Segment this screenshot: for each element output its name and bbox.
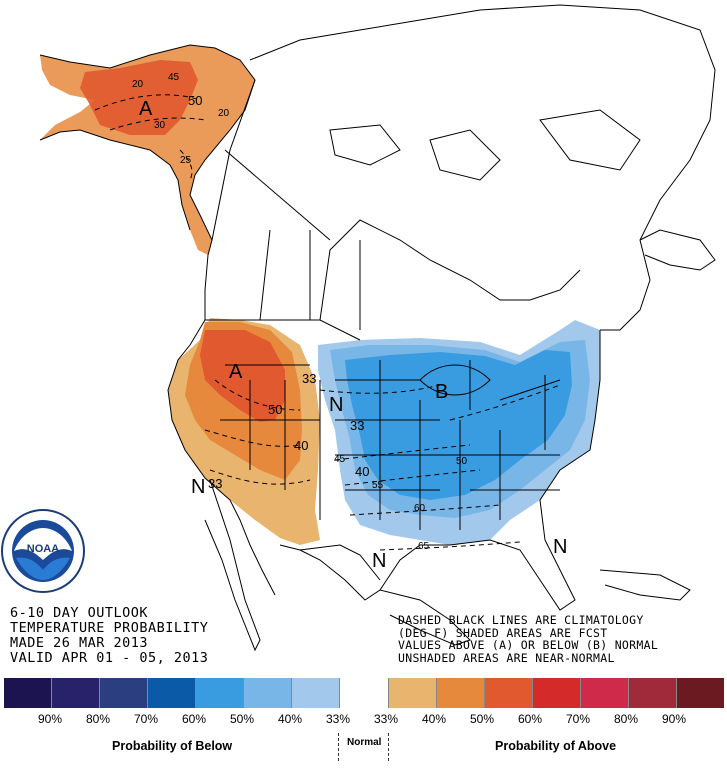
marker-normal-southwest: N (191, 476, 206, 498)
legend-divider-right (388, 733, 389, 761)
marker-normal-central: N (329, 394, 344, 416)
outlook-info: 6-10 DAY OUTLOOK TEMPERATURE PROBABILITY… (10, 606, 310, 666)
climatology-contours (94, 94, 561, 551)
legend-label: 90% (662, 712, 687, 726)
marker-normal-gulf: N (372, 550, 387, 572)
legend-swatch (196, 678, 245, 708)
marker-normal-southeast: N (553, 536, 568, 558)
west-above-area (168, 318, 320, 545)
legend-label: 60% (182, 712, 207, 726)
outlook-title-line1: 6-10 DAY OUTLOOK (10, 605, 149, 621)
legend-swatch (52, 678, 101, 708)
legend-swatch (532, 678, 581, 708)
legend-label: 80% (614, 712, 639, 726)
legend-swatch (244, 678, 293, 708)
outlook-title-line2: TEMPERATURE PROBABILITY (10, 620, 209, 636)
contour-label-east-50: 50 (456, 456, 468, 467)
legend-label: 60% (518, 712, 543, 726)
contour-label-central-45: 45 (334, 454, 346, 465)
contour-label-ak-50: 50 (188, 93, 203, 108)
legend-swatch (388, 678, 437, 708)
legend-label: 70% (134, 712, 159, 726)
legend-color-bar (4, 678, 724, 708)
marker-west-above: A (229, 361, 243, 383)
legend-swatch (292, 678, 341, 708)
legend-divider-left (338, 733, 339, 761)
legend-swatch (628, 678, 677, 708)
legend-below-title: Probability of Below (112, 739, 233, 753)
noaa-seal-icon: NOAA (1, 509, 85, 593)
contour-label-ak-25: 25 (180, 155, 192, 166)
outlook-valid-line: VALID APR 01 - 05, 2013 (10, 650, 209, 666)
contour-label-ak-20-a: 20 (132, 79, 144, 90)
noaa-logo-text: NOAA (27, 543, 59, 555)
east-below-area (318, 320, 600, 545)
legend-label: 80% (86, 712, 111, 726)
legend-label: 33% (374, 712, 399, 726)
legend-label: 90% (38, 712, 63, 726)
map-boundaries (39, 4, 716, 652)
contour-label-west-40: 40 (294, 438, 309, 453)
legend-swatch (148, 678, 197, 708)
legend-label: 40% (422, 712, 447, 726)
contour-label-ak-30: 30 (154, 120, 166, 131)
legend-label: 50% (470, 712, 495, 726)
contour-label-west-50: 50 (268, 402, 283, 417)
noaa-logo: NOAA (0, 508, 86, 594)
marker-alaska-above: A (139, 98, 153, 120)
legend-swatch (484, 678, 533, 708)
note-line4: UNSHADED AREAS ARE NEAR-NORMAL (398, 650, 615, 665)
legend-swatch (4, 678, 53, 708)
contour-label-central-55: 55 (372, 480, 384, 491)
note-line1: DASHED BLACK LINES ARE CLIMATOLOGY (398, 613, 644, 627)
legend-above-title: Probability of Above (495, 739, 617, 753)
legend-swatch (100, 678, 149, 708)
legend-label: 33% (326, 712, 351, 726)
contour-label-west-33-b: 33 (208, 476, 223, 491)
legend-swatch (340, 678, 389, 708)
marker-east-below: B (435, 381, 449, 403)
legend-swatch (676, 678, 724, 708)
legend-label: 50% (230, 712, 255, 726)
legend-axis: Probability of Below Normal Probability … (0, 733, 727, 763)
outlook-made-line: MADE 26 MAR 2013 (10, 635, 149, 651)
contour-label-west-33-a: 33 (302, 371, 317, 386)
contour-label-ak-45: 45 (168, 72, 180, 83)
contour-label-central-33: 33 (350, 418, 365, 433)
legend-label: 40% (278, 712, 303, 726)
contour-label-east-60: 60 (414, 503, 426, 514)
contour-label-central-40: 40 (355, 464, 370, 479)
note-line2: (DEG F) SHADED AREAS ARE FCST (398, 625, 608, 640)
legend-swatch (580, 678, 629, 708)
legend-label: 70% (566, 712, 591, 726)
map-notes: DASHED BLACK LINES ARE CLIMATOLOGY (DEG … (398, 614, 718, 664)
legend-swatch (436, 678, 485, 708)
contour-label-ak-20-b: 20 (218, 108, 230, 119)
contour-label-gulf-65: 65 (418, 541, 430, 552)
note-line3: VALUES ABOVE (A) OR BELOW (B) NORMAL (398, 638, 659, 652)
legend-normal-title: Normal (347, 737, 382, 748)
